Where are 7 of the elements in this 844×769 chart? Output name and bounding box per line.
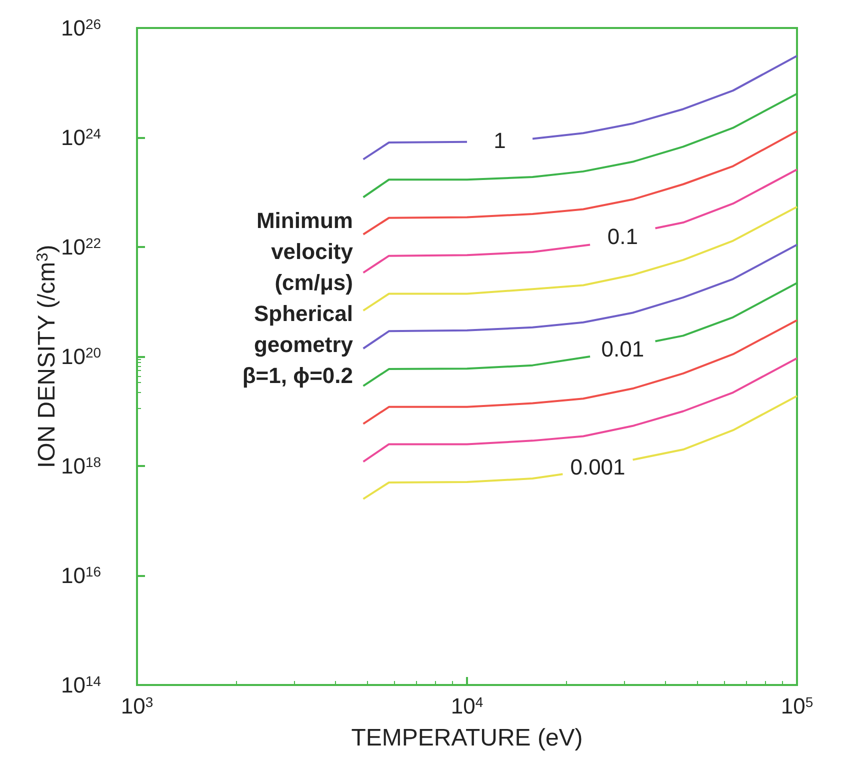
series-label: 0.1 [607,224,638,249]
series-label: 0.001 [570,454,626,480]
series-label: 0.01 [601,336,644,362]
x-axis-title: TEMPERATURE (eV) [351,724,583,752]
annotation: Minimum velocity (cm/μs) Spherical geometry β=1, ϕ=0.2 [242,208,354,388]
series-label: 1 [494,128,506,153]
y-axis-title: ION DENSITY (/cm3) [34,244,60,468]
